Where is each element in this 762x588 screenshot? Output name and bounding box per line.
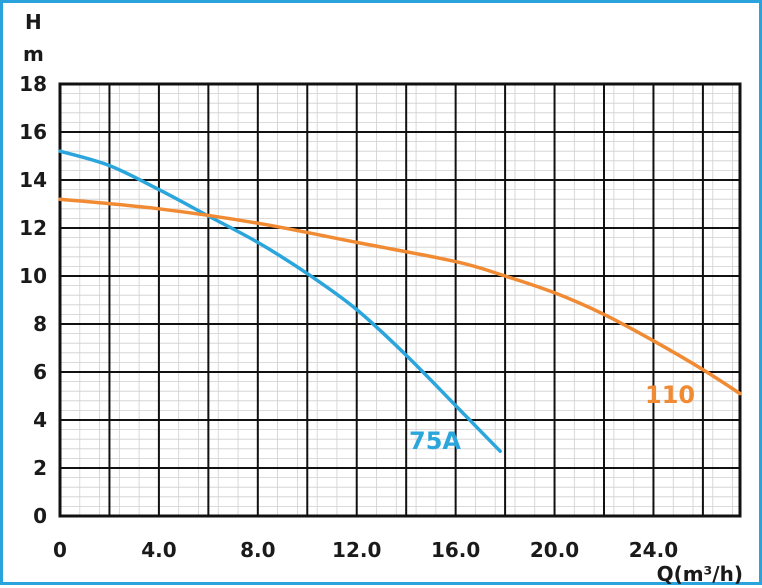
x-tick-label: 8.0 — [240, 538, 275, 562]
series-label-75a: 75A — [409, 427, 461, 455]
y-axis-label-h: H — [25, 10, 42, 34]
x-tick-label: 24.0 — [629, 538, 678, 562]
x-tick-label: 12.0 — [332, 538, 381, 562]
x-axis-label: Q(m³/h) — [657, 562, 743, 586]
minor-grid — [59, 83, 740, 517]
series-line-110 — [58, 197, 742, 396]
y-axis-label-m: m — [23, 42, 44, 66]
x-tick-label: 20.0 — [530, 538, 579, 562]
y-tick-label: 4 — [33, 408, 47, 432]
series-label-110: 110 — [645, 381, 695, 409]
y-tick-label: 14 — [19, 168, 47, 192]
major-grid — [58, 82, 742, 518]
x-tick-label: 4.0 — [141, 538, 176, 562]
x-tick-label: 16.0 — [431, 538, 480, 562]
series-layer — [58, 149, 742, 453]
y-tick-label: 10 — [19, 264, 47, 288]
y-tick-label: 2 — [33, 456, 47, 480]
plot-border — [58, 82, 742, 518]
y-tick-label: 6 — [33, 360, 47, 384]
pump-curve-chart: 0 2 4 6 8 10 12 14 16 18 0 4.0 8.0 12.0 16.0 20.0 24.0 H… — [19, 10, 743, 586]
y-tick-label: 16 — [19, 120, 47, 144]
y-tick-label: 8 — [33, 312, 47, 336]
x-tick-label: 0 — [53, 538, 67, 562]
tick-labels: 0 2 4 6 8 10 12 14 16 18 0 4.0 8.0 12.0 16.0 20.0 24.0 — [19, 72, 678, 562]
y-tick-label: 12 — [19, 216, 47, 240]
y-tick-label: 0 — [33, 504, 47, 528]
series-line-75a — [58, 149, 502, 453]
y-tick-label: 18 — [19, 72, 47, 96]
